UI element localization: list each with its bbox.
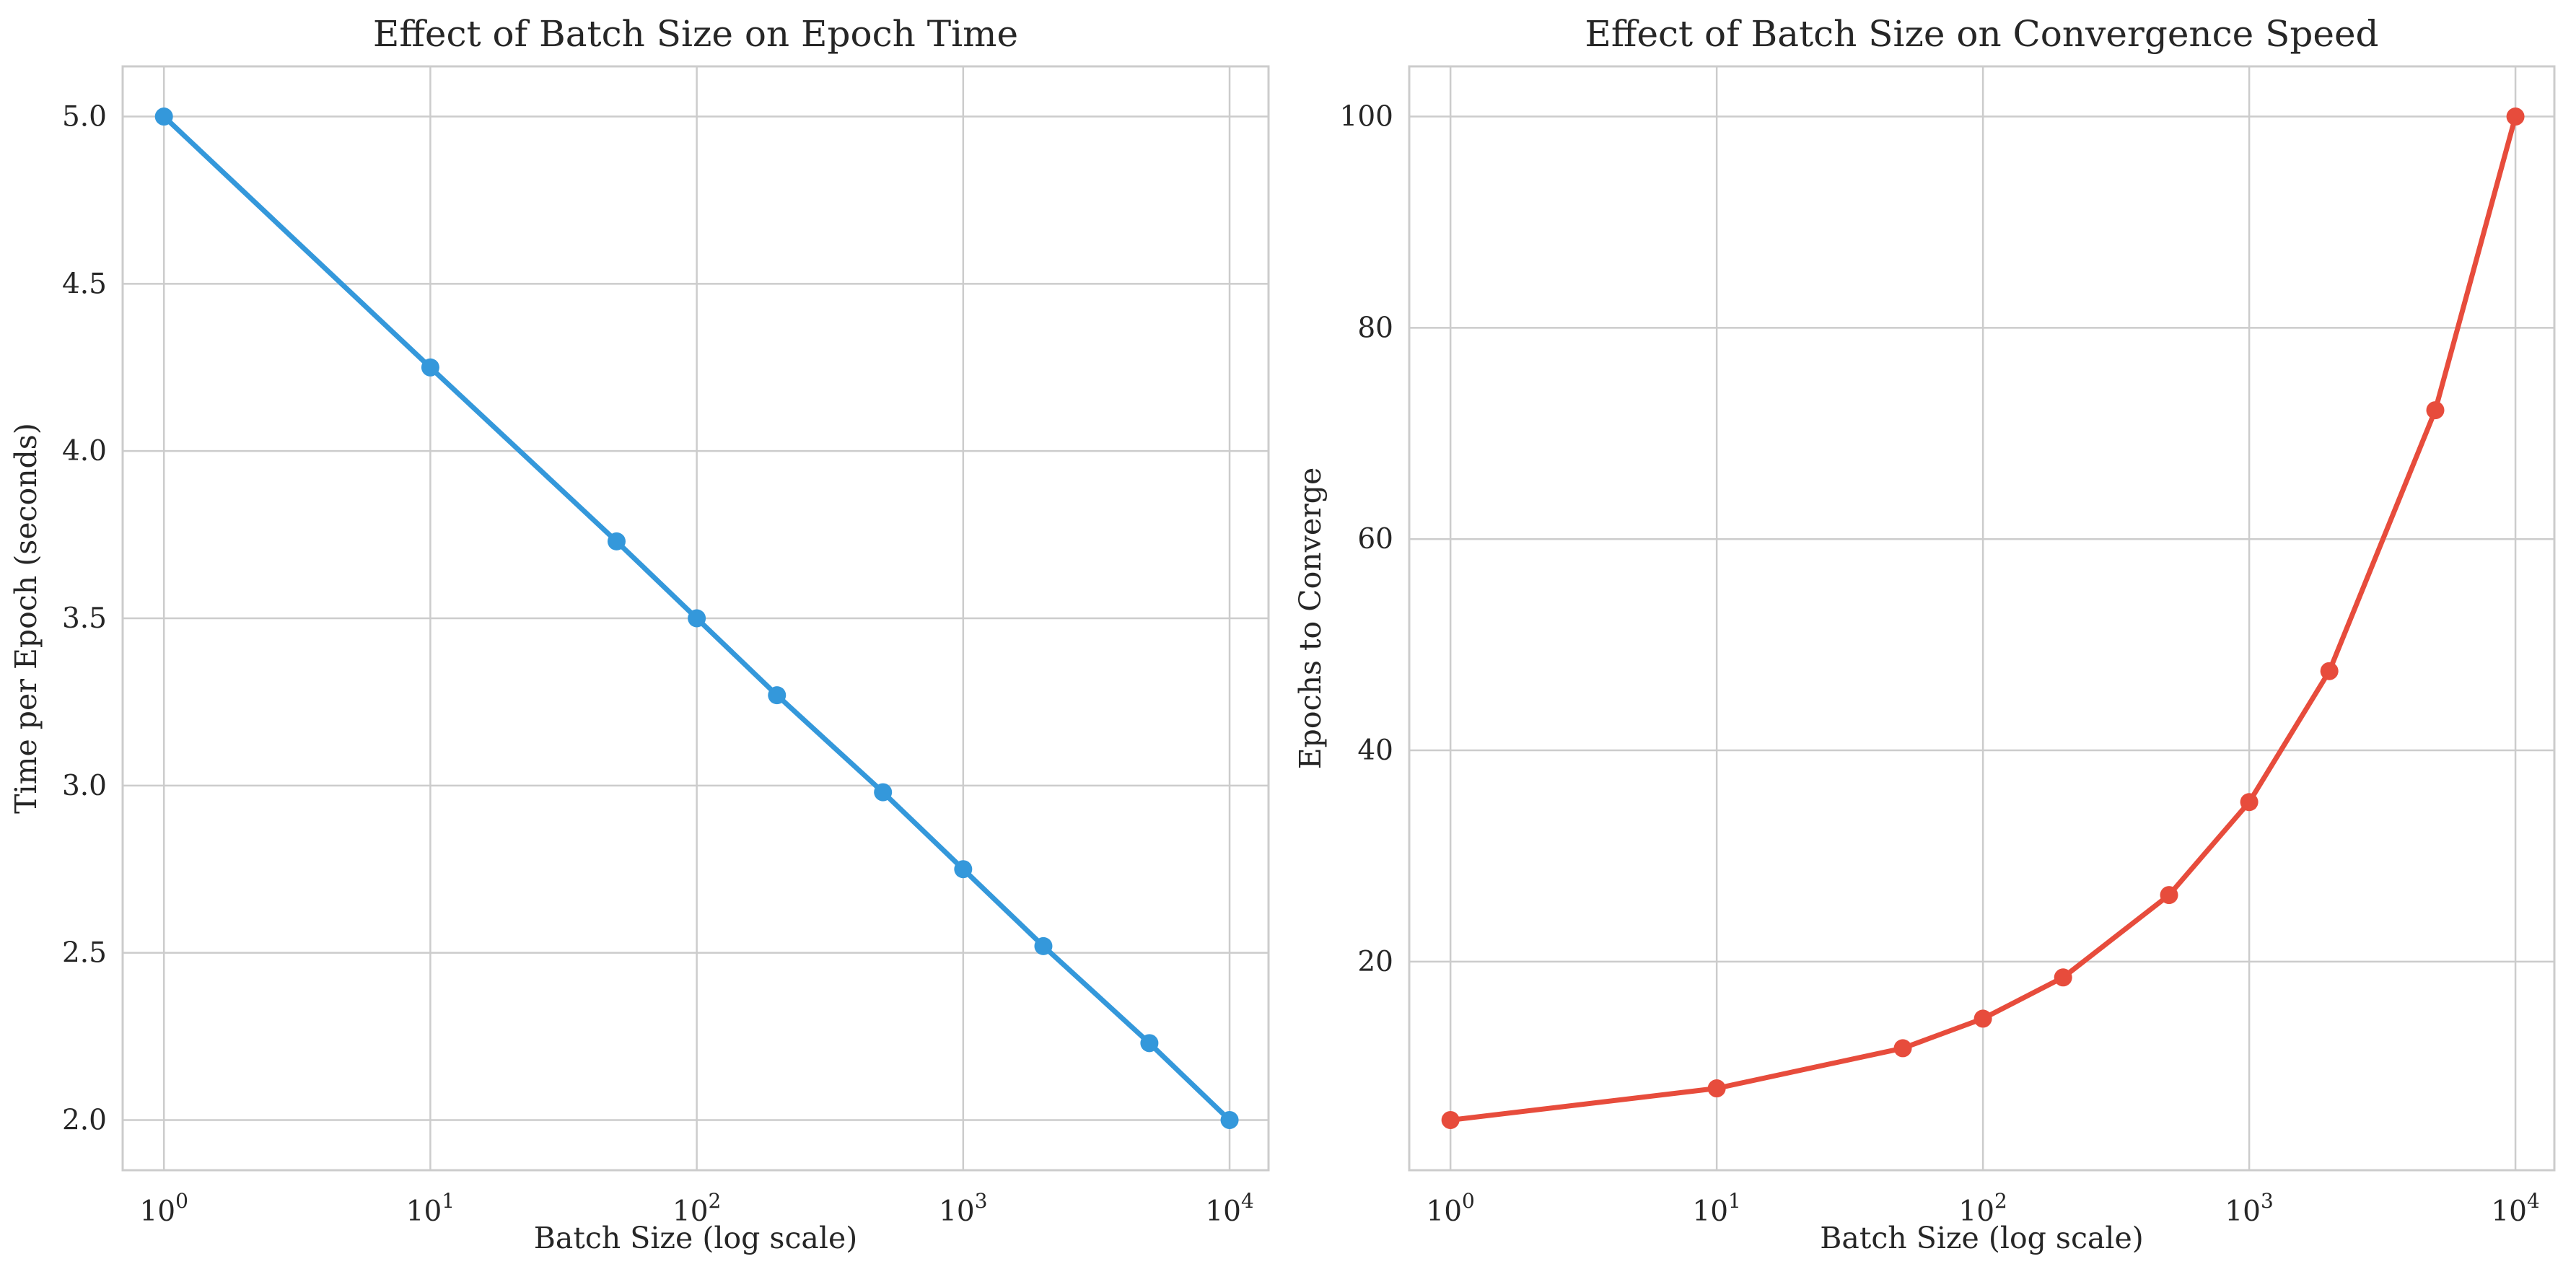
- data-point: [2054, 968, 2072, 987]
- x-tick-exponent: 3: [975, 1189, 988, 1213]
- plot-frame: [121, 65, 1270, 1172]
- x-tick-base: 10: [939, 1195, 975, 1228]
- data-point: [2160, 886, 2178, 905]
- data-point: [2320, 662, 2339, 680]
- x-axis-label: Batch Size (log scale): [534, 1221, 857, 1255]
- y-tick-label: 100: [1340, 101, 1393, 133]
- x-tick-label: 101: [1692, 1189, 1740, 1228]
- y-tick-label: 4.5: [62, 268, 107, 300]
- y-tick-label: 40: [1357, 734, 1393, 767]
- data-point: [1973, 1009, 1992, 1028]
- x-tick-label: 104: [2491, 1189, 2539, 1228]
- data-point: [1220, 1110, 1239, 1129]
- data-point: [688, 609, 706, 628]
- plot-frame: [1408, 65, 2556, 1172]
- data-point: [874, 783, 893, 802]
- y-tick-label: 3.0: [62, 770, 107, 802]
- x-tick-exponent: 0: [1462, 1189, 1475, 1213]
- x-tick-base: 10: [406, 1195, 442, 1228]
- chart-title: Effect of Batch Size on Convergence Spee…: [1585, 13, 2378, 55]
- x-tick-exponent: 1: [442, 1189, 455, 1213]
- x-tick-exponent: 4: [1241, 1189, 1254, 1213]
- y-tick-label: 3.5: [62, 602, 107, 635]
- data-point: [768, 686, 787, 705]
- y-tick-label: 2.0: [62, 1104, 107, 1136]
- x-tick-base: 10: [1426, 1195, 1462, 1228]
- x-tick-label: 102: [1958, 1189, 2007, 1228]
- data-point: [2426, 401, 2445, 420]
- data-point: [1441, 1110, 1460, 1129]
- y-tick-label: 2.5: [62, 937, 107, 970]
- data-point: [1707, 1079, 1726, 1098]
- data-point: [154, 107, 173, 126]
- x-tick-label: 100: [139, 1189, 188, 1228]
- data-point: [2240, 793, 2259, 812]
- x-axis-label: Batch Size (log scale): [1820, 1221, 2143, 1255]
- x-tick-label: 100: [1426, 1189, 1474, 1228]
- data-point: [1893, 1039, 1912, 1058]
- x-tick-exponent: 2: [1994, 1189, 2007, 1213]
- x-tick-exponent: 3: [2261, 1189, 2274, 1213]
- x-tick-exponent: 0: [175, 1189, 188, 1213]
- y-tick-label: 20: [1357, 946, 1393, 978]
- data-point: [607, 532, 626, 550]
- x-tick-base: 10: [2491, 1195, 2527, 1228]
- y-axis-label: Time per Epoch (seconds): [9, 423, 43, 814]
- x-tick-base: 10: [1958, 1195, 1994, 1228]
- chart-title: Effect of Batch Size on Epoch Time: [373, 13, 1018, 55]
- y-tick-label: 5.0: [62, 101, 107, 133]
- series-line: [162, 114, 1232, 1123]
- series-line: [1450, 115, 2518, 1123]
- data-point: [1140, 1034, 1159, 1053]
- data-point: [954, 860, 973, 879]
- data-point: [421, 358, 439, 377]
- y-tick-label: 60: [1357, 523, 1393, 556]
- x-tick-label: 103: [939, 1189, 987, 1228]
- x-tick-exponent: 1: [1728, 1189, 1741, 1213]
- x-tick-label: 104: [1205, 1189, 1253, 1228]
- x-tick-base: 10: [673, 1195, 709, 1228]
- x-tick-base: 10: [1205, 1195, 1241, 1228]
- x-tick-base: 10: [2225, 1195, 2261, 1228]
- x-tick-exponent: 2: [709, 1189, 722, 1213]
- epoch-time-panel: 100 101 102 103 1042.02.53.03.54.04.55.0Effe…: [9, 13, 1270, 1255]
- data-point: [1034, 936, 1053, 955]
- x-tick-label: 103: [2225, 1189, 2273, 1228]
- x-tick-label: 101: [406, 1189, 455, 1228]
- x-tick-base: 10: [1692, 1195, 1728, 1228]
- y-tick-label: 4.0: [62, 435, 107, 468]
- x-tick-exponent: 4: [2527, 1189, 2540, 1213]
- y-tick-label: 80: [1357, 312, 1393, 344]
- data-point: [2506, 107, 2525, 126]
- x-tick-label: 102: [673, 1189, 721, 1228]
- y-axis-label: Epochs to Converge: [1293, 468, 1328, 770]
- x-tick-base: 10: [139, 1195, 175, 1228]
